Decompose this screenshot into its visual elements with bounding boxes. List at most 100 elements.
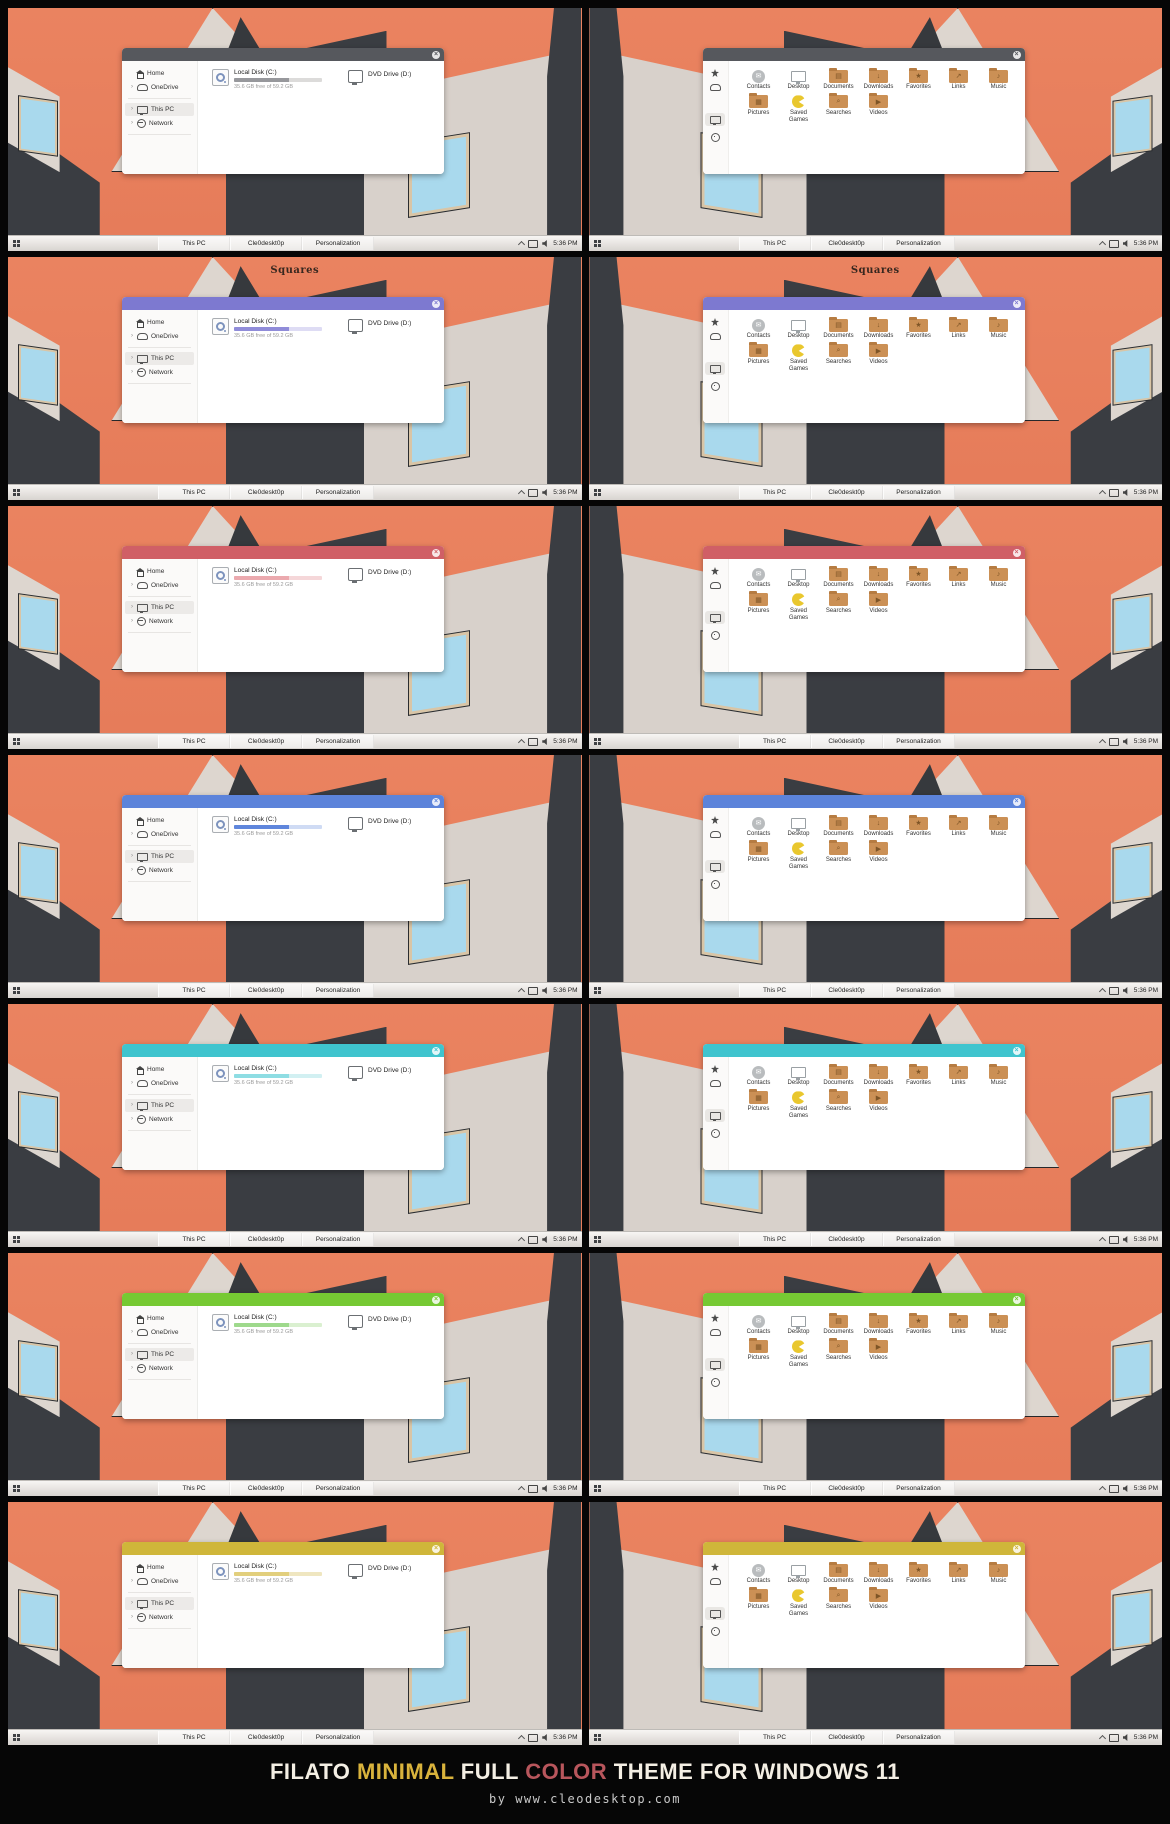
window-titlebar[interactable]: ×	[122, 1542, 444, 1555]
cloud-icon[interactable]	[709, 84, 721, 91]
gear-icon[interactable]	[710, 133, 720, 142]
folder-item-music[interactable]: ♪ Music	[979, 67, 1019, 91]
start-button-icon[interactable]	[13, 1236, 16, 1239]
favorites-star-icon[interactable]	[711, 816, 719, 824]
taskbar-button-this-pc[interactable]: This PC	[158, 237, 230, 250]
display-icon[interactable]	[528, 239, 539, 248]
sidebar-item-home[interactable]: Home	[125, 316, 194, 329]
favorites-star-icon[interactable]	[711, 567, 719, 575]
folder-item-searches[interactable]: ⌕ Searches	[819, 1338, 859, 1369]
drive-dvd-d[interactable]: DVD Drive (D:)	[348, 816, 411, 921]
sidebar-item-home[interactable]: Home	[125, 565, 194, 578]
folder-item-searches[interactable]: ⌕ Searches	[819, 840, 859, 871]
taskbar-button-personalization[interactable]: Personalization	[302, 1482, 374, 1495]
sidebar-item-this-pc[interactable]	[705, 1109, 725, 1122]
display-icon[interactable]	[528, 1733, 539, 1742]
start-button-icon[interactable]	[593, 1734, 597, 1737]
folder-item-documents[interactable]: ▤ Documents	[819, 1063, 859, 1087]
start-button-icon[interactable]	[593, 1236, 597, 1239]
taskbar-button-cleodesktop[interactable]: Cle0deskt0p	[230, 1482, 302, 1495]
taskbar-button-personalization[interactable]: Personalization	[882, 735, 955, 748]
window-titlebar[interactable]: ×	[122, 795, 444, 808]
cloud-icon[interactable]	[709, 1080, 721, 1087]
folder-item-favorites[interactable]: ★ Favorites	[899, 565, 939, 589]
close-icon[interactable]: ×	[1012, 300, 1021, 308]
taskbar-button-cleodesktop[interactable]: Cle0deskt0p	[810, 486, 883, 499]
drive-dvd-d[interactable]: DVD Drive (D:)	[348, 69, 411, 174]
taskbar-button-personalization[interactable]: Personalization	[302, 237, 374, 250]
folder-item-music[interactable]: ♪ Music	[979, 1063, 1019, 1087]
taskbar-clock[interactable]: 5:36 PM	[553, 240, 578, 247]
cloud-icon[interactable]	[709, 1329, 721, 1336]
drive-dvd-d[interactable]: DVD Drive (D:)	[348, 567, 411, 672]
close-icon[interactable]: ×	[432, 1545, 440, 1553]
folder-item-music[interactable]: ♪ Music	[979, 316, 1019, 340]
folder-item-saved-games[interactable]: Saved Games	[779, 592, 819, 622]
folder-item-downloads[interactable]: ↓ Downloads	[859, 316, 899, 340]
folder-item-videos[interactable]: ▶ Videos	[859, 1089, 899, 1120]
cloud-icon[interactable]	[709, 1578, 721, 1585]
gear-icon[interactable]	[710, 1129, 720, 1138]
folder-item-pictures[interactable]: ▦ Pictures	[739, 1089, 779, 1120]
sidebar-item-this-pc[interactable]	[705, 113, 725, 126]
chevron-right-icon[interactable]: ›	[131, 369, 133, 375]
display-icon[interactable]	[1108, 1484, 1119, 1493]
sidebar-item-this-pc[interactable]: › This PC	[125, 352, 194, 365]
taskbar-clock[interactable]: 5:36 PM	[1133, 1734, 1158, 1741]
taskbar-button-personalization[interactable]: Personalization	[882, 1482, 955, 1495]
speaker-icon[interactable]	[542, 1236, 547, 1243]
sidebar-item-network[interactable]: › Network	[125, 366, 194, 379]
display-icon[interactable]	[1108, 737, 1119, 746]
drive-local-disk-c[interactable]: Local Disk (C:) 35.6 GB free of 59.2 GB	[212, 69, 322, 174]
folder-item-documents[interactable]: ▤ Documents	[819, 316, 859, 340]
tray-overflow-chevron-icon[interactable]	[518, 1485, 526, 1494]
taskbar-button-this-pc[interactable]: This PC	[158, 1731, 230, 1744]
folder-item-links[interactable]: ↗ Links	[939, 814, 979, 838]
folder-item-searches[interactable]: ⌕ Searches	[819, 1089, 859, 1120]
taskbar-button-cleodesktop[interactable]: Cle0deskt0p	[230, 1233, 302, 1246]
sidebar-item-this-pc[interactable]: › This PC	[125, 103, 194, 116]
sidebar-item-home[interactable]: Home	[125, 1312, 194, 1325]
taskbar-button-personalization[interactable]: Personalization	[302, 984, 374, 997]
window-titlebar[interactable]: ×	[122, 1293, 444, 1306]
sidebar-item-this-pc[interactable]: › This PC	[125, 850, 194, 863]
folder-item-desktop[interactable]: Desktop	[779, 566, 819, 589]
sidebar-item-home[interactable]: Home	[125, 67, 194, 80]
tray-overflow-chevron-icon[interactable]	[518, 738, 526, 747]
taskbar-button-cleodesktop[interactable]: Cle0deskt0p	[810, 735, 883, 748]
sidebar-item-this-pc[interactable]: › This PC	[125, 1099, 194, 1112]
taskbar-button-this-pc[interactable]: This PC	[158, 486, 230, 499]
tray-overflow-chevron-icon[interactable]	[1098, 489, 1106, 498]
folder-item-pictures[interactable]: ▦ Pictures	[739, 1338, 779, 1369]
taskbar-clock[interactable]: 5:36 PM	[553, 1734, 578, 1741]
folder-item-videos[interactable]: ▶ Videos	[859, 591, 899, 622]
drive-dvd-d[interactable]: DVD Drive (D:)	[348, 318, 411, 423]
taskbar-clock[interactable]: 5:36 PM	[1133, 1236, 1158, 1243]
taskbar-button-cleodesktop[interactable]: Cle0deskt0p	[810, 1731, 883, 1744]
taskbar-button-personalization[interactable]: Personalization	[882, 1731, 955, 1744]
speaker-icon[interactable]	[542, 489, 547, 496]
folder-item-saved-games[interactable]: Saved Games	[779, 1339, 819, 1369]
start-button-icon[interactable]	[593, 1485, 597, 1488]
chevron-right-icon[interactable]: ›	[131, 106, 133, 112]
display-icon[interactable]	[528, 737, 539, 746]
taskbar-clock[interactable]: 5:36 PM	[553, 738, 578, 745]
folder-item-documents[interactable]: ▤ Documents	[819, 67, 859, 91]
chevron-right-icon[interactable]: ›	[131, 867, 133, 873]
taskbar-button-personalization[interactable]: Personalization	[302, 486, 374, 499]
chevron-right-icon[interactable]: ›	[131, 355, 133, 361]
folder-item-pictures[interactable]: ▦ Pictures	[739, 93, 779, 124]
start-button-icon[interactable]	[593, 489, 597, 492]
sidebar-item-this-pc[interactable]: › This PC	[125, 1348, 194, 1361]
folder-item-documents[interactable]: ▤ Documents	[819, 814, 859, 838]
tray-overflow-chevron-icon[interactable]	[518, 987, 526, 996]
taskbar-clock[interactable]: 5:36 PM	[1133, 987, 1158, 994]
drive-dvd-d[interactable]: DVD Drive (D:)	[348, 1563, 411, 1668]
cloud-icon[interactable]	[709, 333, 721, 340]
taskbar-clock[interactable]: 5:36 PM	[553, 1485, 578, 1492]
folder-item-contacts[interactable]: ✉ Contacts	[739, 1562, 779, 1585]
speaker-icon[interactable]	[1122, 1485, 1128, 1492]
folder-item-favorites[interactable]: ★ Favorites	[899, 1561, 939, 1585]
sidebar-item-network[interactable]: › Network	[125, 615, 194, 628]
folder-item-desktop[interactable]: Desktop	[779, 1313, 819, 1336]
